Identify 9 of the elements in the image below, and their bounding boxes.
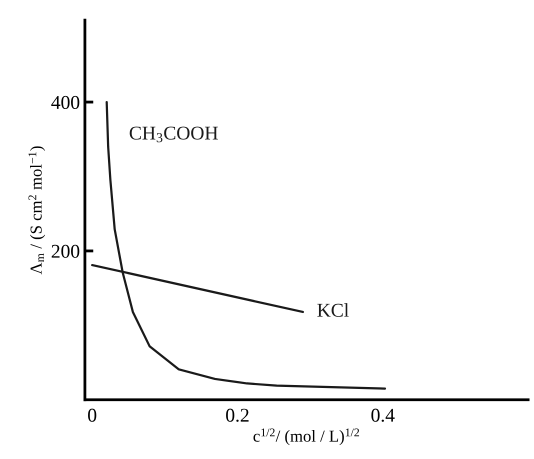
series-label: CH$_{3}$COOH bbox=[130, 126, 218, 142]
x-axis-title: c$^{1/2}$/ (mol / L)$^{1/2}$ bbox=[253, 428, 360, 446]
y-tick-label: 200 bbox=[52, 244, 80, 258]
x-tick-label: 0.2 bbox=[226, 408, 249, 422]
y-axis-title: Λ$_{m}$ / (S cm$^{2}$ mol$^{−1}$) bbox=[28, 146, 46, 274]
x-tick-label: 0.4 bbox=[371, 408, 395, 422]
x-tick-label: 0 bbox=[88, 408, 96, 422]
y-tick-label: 400 bbox=[51, 96, 80, 110]
series-label: KCl bbox=[317, 303, 349, 317]
